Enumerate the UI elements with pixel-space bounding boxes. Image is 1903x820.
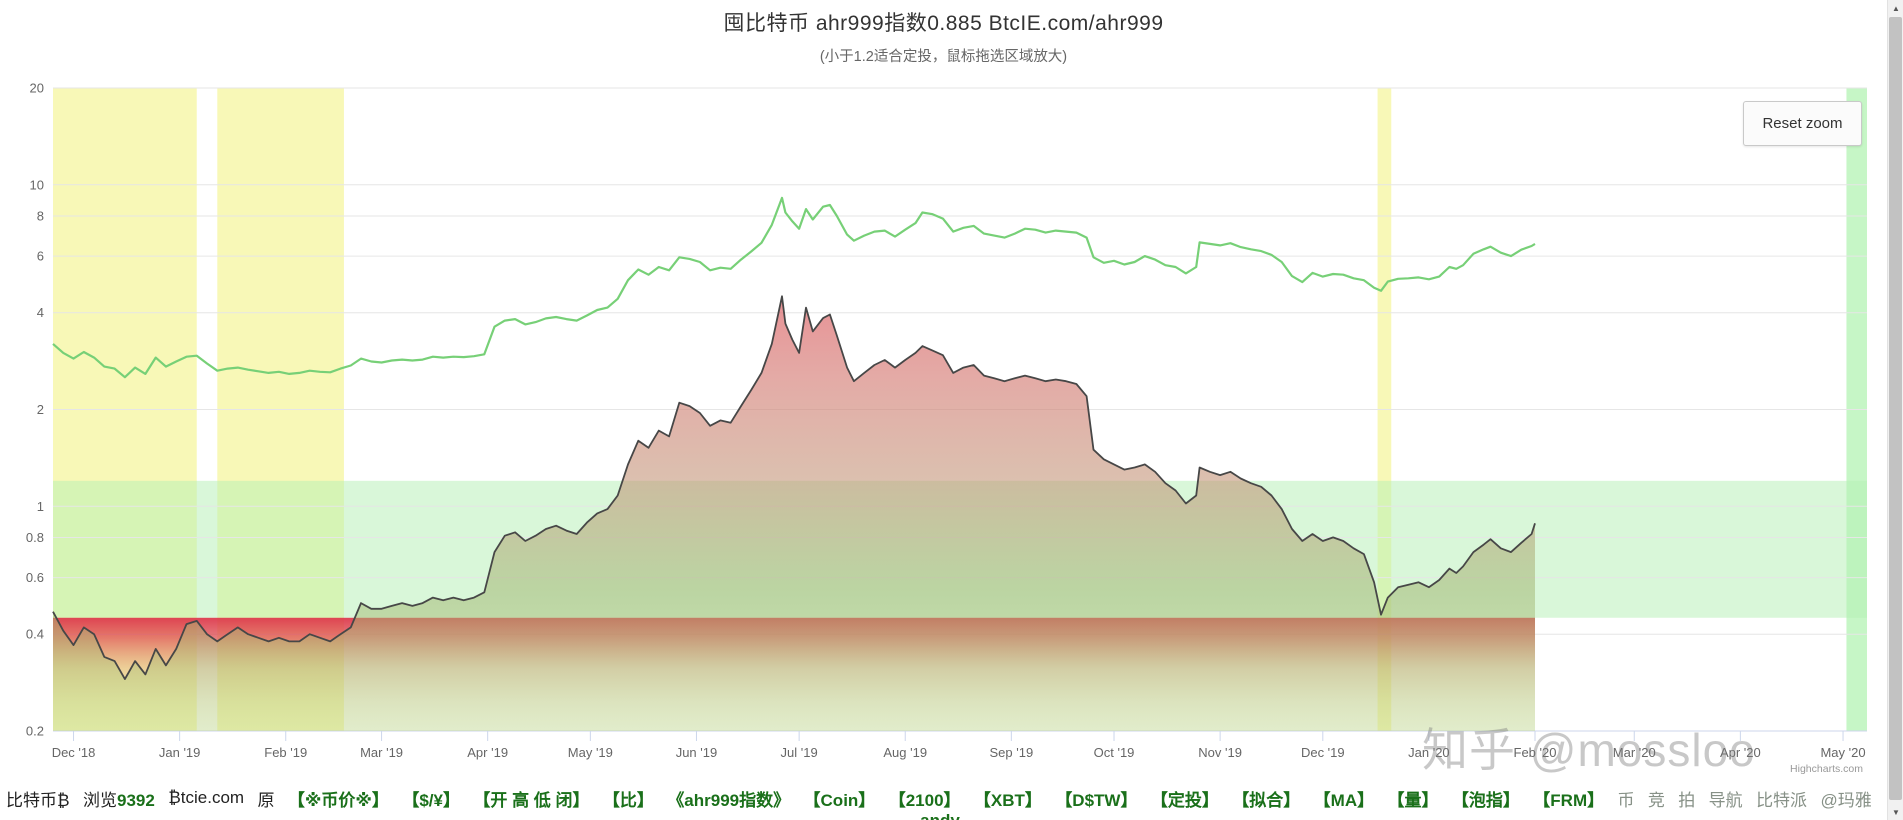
clipped-bottom-text: andy — [0, 811, 1880, 820]
x-axis-label: Jul '19 — [781, 745, 818, 760]
x-axis-label: Apr '20 — [1720, 745, 1761, 760]
x-axis-label: Dec '18 — [52, 745, 96, 760]
bottom-bar-link[interactable]: 竞 — [1648, 786, 1665, 811]
bottom-bar-link[interactable]: 《ahr999指数》 — [667, 786, 790, 811]
bottom-bar-link[interactable]: 导航 — [1709, 786, 1743, 811]
bottom-bar-text-segment: 比特币₿ — [6, 790, 70, 810]
bottom-bar-link-segment[interactable]: 《ahr999指数》 — [667, 790, 791, 810]
reset-zoom-button[interactable]: Reset zoom — [1743, 101, 1862, 146]
x-axis-label: Apr '19 — [467, 745, 508, 760]
bottom-bar-link-segment[interactable]: 币 — [1617, 790, 1635, 810]
y-axis-label: 2 — [37, 402, 44, 417]
x-axis-label: Jan '20 — [1408, 745, 1450, 760]
y-axis-label: 6 — [37, 249, 44, 264]
bottom-bar-link[interactable]: 【XBT】 — [974, 786, 1042, 811]
y-axis-label: 0.6 — [26, 570, 44, 585]
x-axis-label: Oct '19 — [1094, 745, 1135, 760]
bottom-bar-link[interactable]: 【量】 — [1388, 786, 1439, 811]
bottom-bar-link-segment[interactable]: 【$/¥】 — [402, 790, 460, 810]
bottom-bar-link[interactable]: 浏览9392 — [83, 786, 155, 811]
x-axis-label: May '20 — [1820, 745, 1865, 760]
bottom-bar-link[interactable]: 【比】 — [603, 786, 654, 811]
y-axis-label: 0.2 — [26, 724, 44, 739]
x-axis-label: Jun '19 — [676, 745, 718, 760]
x-axis-label: Dec '19 — [1301, 745, 1345, 760]
y-axis-label: 20 — [30, 81, 44, 96]
bottom-bar-link[interactable]: 【拟合】 — [1232, 786, 1300, 811]
bottom-bar-link[interactable]: 【泡指】 — [1452, 786, 1520, 811]
bottom-bar-link[interactable]: 【$/¥】 — [402, 786, 460, 811]
bottom-bar-link-segment[interactable]: 【FRM】 — [1533, 790, 1605, 810]
plot-area[interactable] — [53, 88, 1867, 731]
bottom-bar-link-segment[interactable]: @玛雅 — [1820, 790, 1872, 810]
bottom-bar-link[interactable]: 【Coin】 — [804, 786, 876, 811]
bottom-bar-link-segment[interactable]: 【拟合】 — [1232, 790, 1301, 810]
bottom-bar-link-segment[interactable]: 竞 — [1647, 790, 1665, 810]
bottom-bar-link-segment[interactable]: 比特派 — [1756, 790, 1808, 810]
bottom-bar-link-segment[interactable]: 【Coin】 — [803, 790, 876, 810]
x-axis-label: Jan '19 — [159, 745, 201, 760]
x-axis-label: May '19 — [568, 745, 613, 760]
bottom-bar-link-segment[interactable]: 【比】 — [602, 790, 654, 810]
y-axis-label: 10 — [30, 177, 44, 192]
y-axis-label: 0.4 — [26, 627, 44, 642]
bottom-bar-link-segment[interactable]: 导航 — [1708, 790, 1743, 810]
bottom-bar-link-segment[interactable]: 【泡指】 — [1451, 790, 1520, 810]
bottom-bar-link-segment[interactable]: 【XBT】 — [973, 790, 1042, 810]
bottom-nav-bar: 比特币₿ 浏览9392 ₿tcie.com 原【※币价※】 【$/¥】 【开 高 低 闭】… — [0, 780, 1880, 816]
bottom-bar-text-segment: 原 — [257, 790, 275, 810]
bottom-bar-link[interactable]: 【FRM】 — [1533, 786, 1604, 811]
bottom-bar-link-segment[interactable]: 拍 — [1678, 790, 1696, 810]
x-axis-label: Mar '20 — [1613, 745, 1656, 760]
x-axis-label: Feb '19 — [264, 745, 307, 760]
bottom-bar-link-segment[interactable]: 【定投】 — [1150, 790, 1219, 810]
bottom-bar-link[interactable]: 拍 — [1678, 786, 1695, 811]
bottom-bar-link[interactable]: 【D$TW】 — [1055, 786, 1137, 811]
bottom-bar-text-segment: ₿tcie.com — [168, 788, 245, 807]
scrollbar-down-arrow-icon[interactable]: ▼ — [1892, 807, 1900, 817]
y-axis-label: 1 — [37, 499, 44, 514]
bottom-bar-link-segment[interactable]: 9392 — [116, 790, 155, 810]
scrollbar-thumb[interactable] — [1889, 17, 1902, 800]
x-axis-label: Mar '19 — [360, 745, 403, 760]
bottom-bar-link[interactable]: 【MA】 — [1314, 786, 1374, 811]
bottom-bar-link-segment[interactable]: 【MA】 — [1313, 790, 1375, 810]
y-axis-label: 8 — [37, 208, 44, 223]
bottom-bar-link-segment[interactable]: 【量】 — [1387, 790, 1439, 810]
bottom-bar-link[interactable]: @玛雅 — [1820, 786, 1871, 811]
highcharts-credit[interactable]: Highcharts.com — [1790, 763, 1863, 775]
green-price-line[interactable] — [52, 196, 1536, 379]
bottom-bar-link-segment[interactable]: 【D$TW】 — [1055, 790, 1138, 810]
x-axis-label: Nov '19 — [1198, 745, 1242, 760]
ahr999-chart: 20 10 8 6 4 2 1 0.8 0.6 0.4 0.2 Dec '18 Jan '19 Feb '… — [0, 0, 1887, 778]
bottom-bar-link[interactable]: 比特派 — [1756, 786, 1807, 811]
ahr999-area-fill[interactable] — [53, 296, 1535, 731]
bottom-bar-text: 比特币₿ — [6, 786, 70, 811]
bottom-bar-text: ₿tcie.com — [168, 788, 244, 808]
chart-plot-svg[interactable]: 20 10 8 6 4 2 1 0.8 0.6 0.4 0.2 Dec '18 Jan '19 Feb '… — [0, 0, 1887, 778]
y-axis-label: 4 — [37, 305, 44, 320]
scrollbar-up-arrow-icon[interactable]: ▲ — [1892, 3, 1900, 13]
x-axis-label: Aug '19 — [883, 745, 927, 760]
y-axis-label: 0.8 — [26, 530, 44, 545]
bottom-bar-link[interactable]: 【开 高 低 闭】 — [473, 786, 589, 811]
bottom-bar-text: 原 — [257, 786, 274, 811]
bottom-bar-link-segment[interactable]: 【※币价※】 — [287, 790, 389, 810]
ahr999-index-line[interactable] — [52, 295, 1536, 680]
bottom-bar-link[interactable]: 【2100】 — [889, 786, 961, 811]
bottom-bar-link[interactable]: 币 — [1618, 786, 1635, 811]
bottom-bar-link-segment[interactable]: 【开 高 低 闭】 — [473, 790, 590, 810]
bottom-bar-link[interactable]: 【定投】 — [1151, 786, 1219, 811]
x-axis-label: Feb '20 — [1514, 745, 1557, 760]
bottom-bar-text-segment: 浏览 — [82, 790, 117, 810]
bottom-bar-link-segment[interactable]: 【2100】 — [888, 790, 961, 810]
vertical-scrollbar[interactable]: ▲ ▼ — [1887, 0, 1903, 820]
bottom-bar-link[interactable]: 【※币价※】 — [288, 786, 389, 811]
x-axis-label: Sep '19 — [989, 745, 1033, 760]
chart-title: 囤比特币 ahr999指数0.885 BtcIE.com/ahr999 — [723, 12, 1164, 35]
chart-subtitle: (小于1.2适合定投，鼠标拖选区域放大) — [819, 49, 1068, 65]
